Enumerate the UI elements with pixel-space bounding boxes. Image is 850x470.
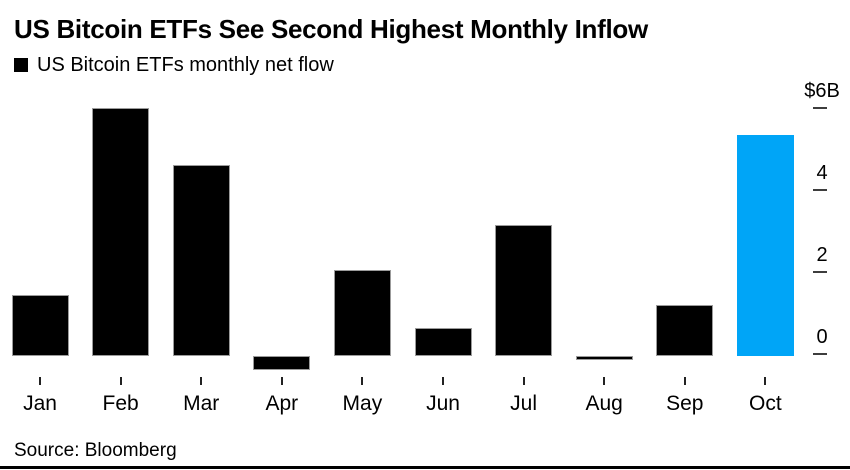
x-axis-label-sep: Sep [666, 392, 704, 415]
chart-title: US Bitcoin ETFs See Second Highest Month… [14, 14, 648, 44]
x-axis-tick [39, 377, 41, 385]
x-axis-label-aug: Aug [585, 392, 623, 415]
y-axis-label-0: 0 [816, 326, 828, 348]
x-axis-tick [764, 377, 767, 385]
y-axis-label-6b: $6B [804, 80, 840, 102]
x-axis-tick [603, 377, 606, 385]
y-axis-tick [813, 189, 827, 191]
y-axis-label-2: 2 [816, 244, 828, 266]
bar-aug [575, 356, 633, 361]
y-axis-tick [813, 353, 827, 355]
x-axis-label-apr: Apr [265, 392, 299, 415]
x-axis-label-may: May [342, 392, 383, 415]
legend-marker-icon [14, 58, 28, 72]
y-axis-tick [813, 107, 827, 109]
x-axis-tick [200, 377, 203, 385]
legend-label: US Bitcoin ETFs monthly net flow [37, 54, 334, 76]
x-axis-label-jan: Jan [23, 392, 57, 415]
x-axis-label-mar: Mar [183, 392, 220, 415]
legend: US Bitcoin ETFs monthly net flow [14, 54, 334, 76]
x-axis-label-oct: Oct [749, 392, 782, 415]
bar-feb [92, 107, 150, 356]
x-axis-tick [522, 377, 525, 385]
x-axis-label-jul: Jul [510, 392, 538, 415]
bar-oct [736, 134, 794, 356]
x-axis-label-jun: Jun [426, 392, 460, 415]
bar-jun [414, 328, 472, 356]
bar-may [333, 269, 391, 356]
x-axis-tick [361, 377, 364, 385]
bottom-border [0, 466, 850, 469]
x-axis-tick [280, 377, 283, 385]
y-axis-label-4: 4 [816, 162, 828, 184]
x-axis-label-feb: Feb [102, 392, 139, 415]
x-axis-tick [442, 377, 444, 385]
y-axis-tick [813, 271, 827, 273]
x-axis-tick [119, 377, 122, 385]
source-note: Source: Bloomberg [14, 440, 177, 461]
bar-sep [656, 304, 714, 356]
bar-apr [253, 356, 311, 371]
bar-jan [11, 294, 69, 356]
x-axis-tick [683, 377, 686, 385]
bar-jul [495, 224, 553, 356]
bar-mar [172, 165, 230, 356]
